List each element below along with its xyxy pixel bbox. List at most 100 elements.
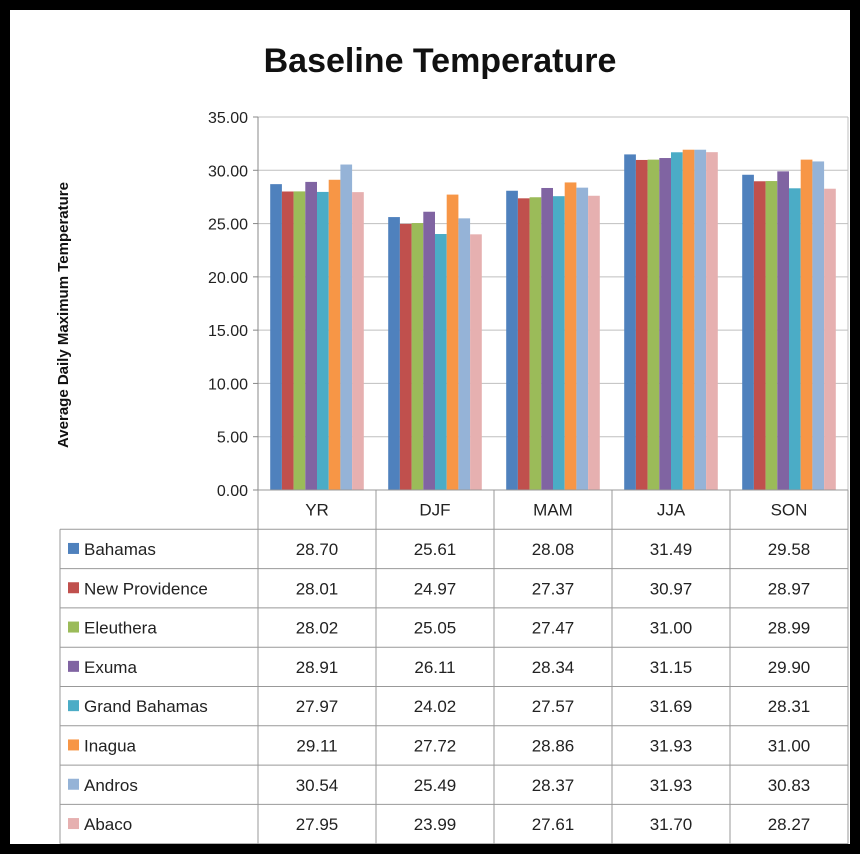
data-label: 29.90 <box>768 658 811 677</box>
data-label: 27.61 <box>532 815 575 834</box>
bar <box>800 159 813 490</box>
data-label: 29.11 <box>296 736 337 755</box>
data-label: 31.15 <box>650 658 693 677</box>
y-tick-label: 10.00 <box>208 376 248 393</box>
legend-swatch <box>68 582 79 594</box>
data-label: 31.93 <box>650 776 693 795</box>
data-label: 28.70 <box>296 540 339 559</box>
data-label: 27.47 <box>532 619 575 638</box>
bar <box>517 198 530 490</box>
data-label: 25.05 <box>414 619 457 638</box>
data-table: YR DJF MAM JJA SON Bahamas 28.70 25.61 28.08 31.4… <box>59 489 849 844</box>
bar <box>812 161 825 490</box>
chart-svg: Baseline Temperature Average Daily Maxim… <box>55 42 849 844</box>
bar <box>388 217 400 491</box>
bar <box>694 149 707 491</box>
bar <box>541 187 553 491</box>
y-tick-label: 20.00 <box>208 270 248 287</box>
y-tick-label: 30.00 <box>208 163 248 180</box>
y-tick-label: 35.00 <box>208 110 248 127</box>
x-tick-label: JJA <box>657 501 686 520</box>
data-label: 30.54 <box>296 776 339 795</box>
x-tick-label: MAM <box>533 501 573 520</box>
legend-label: Eleuthera <box>84 619 157 638</box>
data-label: 27.97 <box>296 697 339 716</box>
data-label: 26.11 <box>414 658 455 677</box>
legend-label: Abaco <box>84 815 132 834</box>
legend-swatch <box>68 739 79 751</box>
bar <box>753 181 766 490</box>
data-label: 24.97 <box>414 579 457 598</box>
data-label: 28.99 <box>768 619 811 638</box>
y-axis-label: Average Daily Maximum Temperature <box>55 182 72 448</box>
chart-frame: Baseline Temperature Average Daily Maxim… <box>10 10 850 844</box>
data-label: 31.49 <box>650 540 693 559</box>
bar <box>399 223 412 490</box>
chart-title: Baseline Temperature <box>264 42 617 80</box>
legend-swatch <box>68 621 79 633</box>
data-label: 30.83 <box>768 776 811 795</box>
y-tick-label: 25.00 <box>208 217 248 234</box>
legend-swatch <box>68 660 79 672</box>
data-label: 25.61 <box>414 540 457 559</box>
bar <box>328 179 341 490</box>
data-label: 28.86 <box>532 736 575 755</box>
data-label: 28.34 <box>532 658 575 677</box>
plot-area: 0.00 5.00 10.00 15.00 20.00 25.00 30.00 35.00 <box>208 110 849 500</box>
bar <box>411 223 424 490</box>
bar <box>435 234 447 490</box>
data-label: 28.97 <box>768 579 811 598</box>
bar <box>423 211 435 490</box>
bar <box>635 159 648 490</box>
data-label: 31.70 <box>650 815 693 834</box>
bar <box>293 191 306 491</box>
bar <box>742 174 754 490</box>
bar <box>706 152 718 490</box>
x-tick-label: DJF <box>419 501 450 520</box>
bar <box>281 191 294 491</box>
legend-label: New Providence <box>84 579 208 598</box>
bar <box>470 234 482 490</box>
data-label: 28.01 <box>296 579 339 598</box>
legend-label: Inagua <box>84 736 137 755</box>
x-tick-label: YR <box>305 501 329 520</box>
bar <box>624 154 636 491</box>
data-label: 28.08 <box>532 540 575 559</box>
y-tick-label: 5.00 <box>217 430 248 447</box>
y-tick-label: 0.00 <box>217 483 248 500</box>
bar <box>765 181 778 490</box>
data-label: 31.69 <box>650 697 693 716</box>
bar <box>553 196 565 491</box>
bar <box>777 171 789 490</box>
legend-label: Grand Bahamas <box>84 697 208 716</box>
legend-swatch <box>68 700 79 712</box>
bar <box>446 194 459 491</box>
bar <box>529 197 542 490</box>
data-label: 31.00 <box>768 736 811 755</box>
data-label: 27.95 <box>296 815 339 834</box>
bar <box>647 159 660 490</box>
data-label: 27.72 <box>414 736 457 755</box>
data-label: 23.99 <box>414 815 457 834</box>
data-label: 28.31 <box>768 697 811 716</box>
bar <box>588 195 600 490</box>
bar <box>671 152 683 490</box>
x-tick-label: SON <box>771 501 808 520</box>
bar <box>317 191 329 490</box>
bar <box>564 182 577 490</box>
legend-swatch <box>68 818 79 830</box>
data-label: 31.93 <box>650 736 693 755</box>
data-label: 25.49 <box>414 776 457 795</box>
bar <box>305 181 317 491</box>
bar <box>789 188 801 491</box>
legend-label: Exuma <box>84 658 137 677</box>
data-label: 30.97 <box>650 579 693 598</box>
data-label: 28.37 <box>532 776 575 795</box>
y-tick-label: 15.00 <box>208 323 248 340</box>
data-label: 27.37 <box>532 579 575 598</box>
bar <box>340 164 353 490</box>
data-label: 27.57 <box>532 697 575 716</box>
bar <box>270 184 282 490</box>
data-label: 31.00 <box>650 619 693 638</box>
legend-label: Bahamas <box>84 540 156 559</box>
